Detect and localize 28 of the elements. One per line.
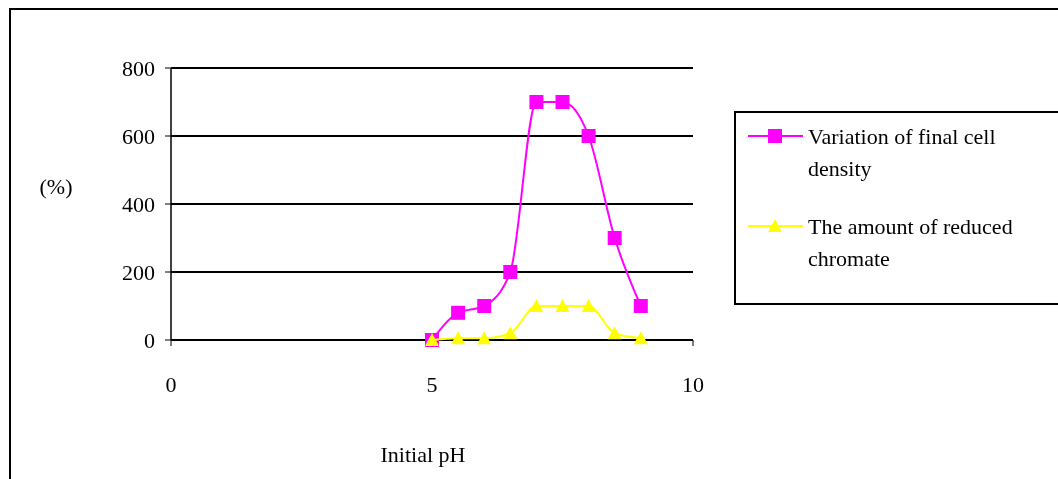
- point: [477, 331, 492, 345]
- point: [581, 299, 596, 312]
- point: [607, 231, 622, 245]
- point: [451, 331, 466, 345]
- point: [529, 299, 544, 312]
- x-axis-title: Initial pH: [380, 441, 466, 467]
- point: [477, 299, 492, 313]
- y-tick-label: 0: [144, 327, 155, 353]
- point: [581, 129, 596, 143]
- point: [607, 326, 622, 340]
- point: [503, 265, 518, 279]
- point: [633, 299, 648, 313]
- point: [451, 305, 466, 320]
- x-tick-label: 10: [682, 372, 704, 397]
- y-axis-title: (%): [39, 173, 73, 199]
- point: [503, 326, 518, 340]
- y-tick-label: 600: [122, 123, 155, 149]
- x-tick-label: 0: [165, 372, 177, 397]
- point: [529, 95, 544, 109]
- point: [633, 331, 648, 345]
- point: [555, 299, 570, 312]
- point: [555, 95, 570, 109]
- y-tick-label: 200: [122, 259, 155, 285]
- y-tick-label: 400: [122, 191, 155, 217]
- x-tick-label: 5: [426, 372, 438, 397]
- y-tick-label: 800: [122, 55, 155, 81]
- legend-label: Variation of final cell density: [808, 123, 996, 181]
- legend-label: The amount of reduced chromate: [808, 213, 1013, 271]
